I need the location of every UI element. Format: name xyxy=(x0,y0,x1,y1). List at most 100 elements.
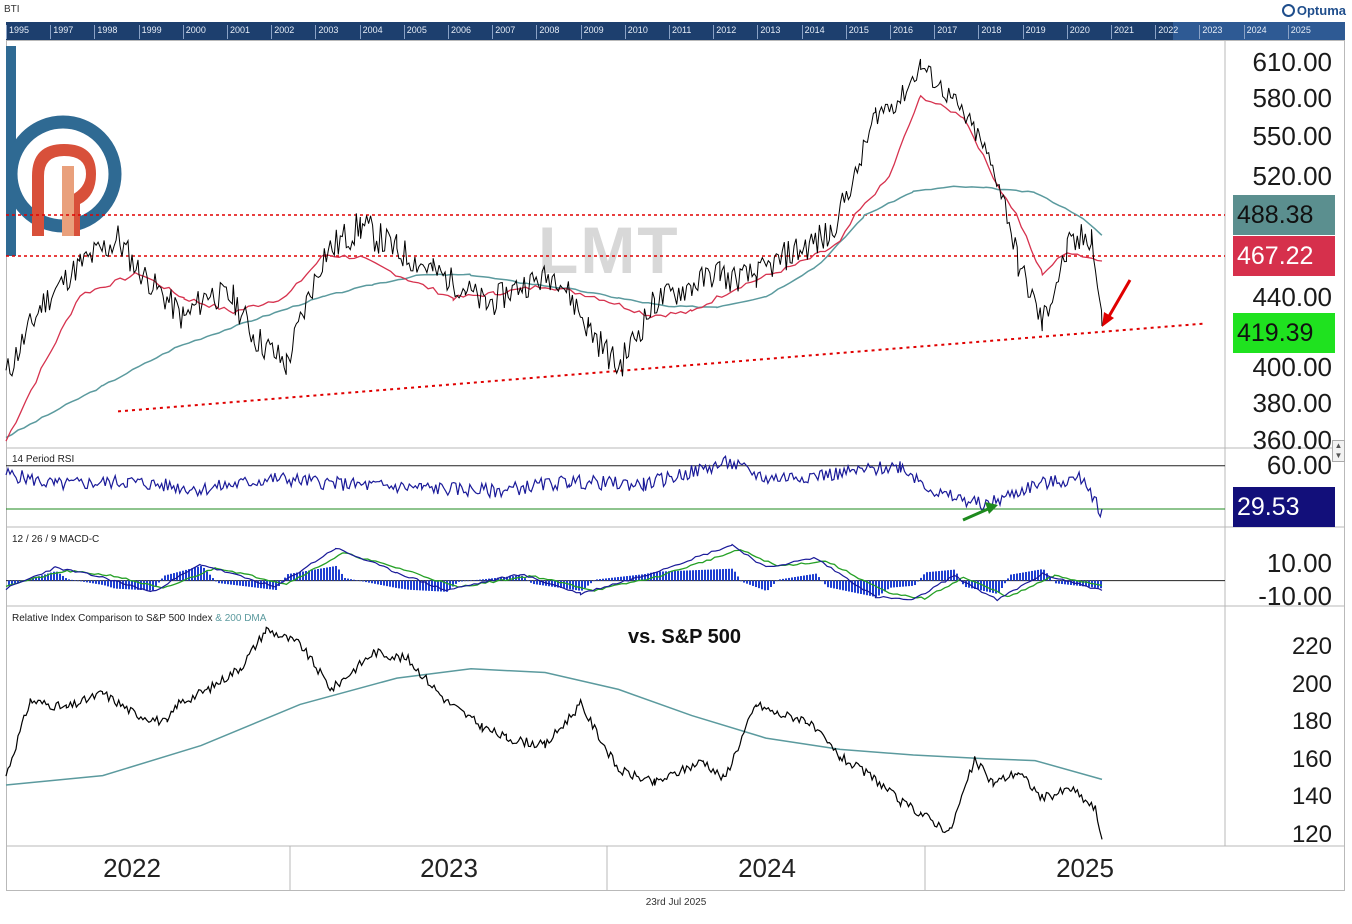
macd-histogram-bar xyxy=(395,580,397,588)
macd-histogram-bar xyxy=(473,580,475,581)
relative-axis-tick: 140 xyxy=(1291,783,1332,811)
macd-histogram-bar xyxy=(155,580,157,587)
macd-histogram-bar xyxy=(788,577,790,581)
macd-histogram-bar xyxy=(95,580,97,584)
macd-histogram-bar xyxy=(887,580,889,590)
macd-histogram-bar xyxy=(272,580,274,590)
macd-histogram-bar xyxy=(350,579,352,581)
macd-histogram-bar xyxy=(212,578,214,581)
macd-histogram-bar xyxy=(830,580,832,588)
macd-histogram-bar xyxy=(377,580,379,585)
macd-histogram-bar xyxy=(536,580,538,585)
overview-timeline[interactable]: 1995 1997 1998 1999 2000 2001 2002 2003 2004 2005… xyxy=(6,22,1345,40)
macd-histogram-bar xyxy=(38,576,40,581)
x-axis-year-label: 2024 xyxy=(738,853,796,883)
macd-histogram-bar xyxy=(998,580,1000,593)
macd-histogram-bar xyxy=(167,574,169,581)
sma-fast-line xyxy=(5,94,1103,442)
symbol-label: BTI xyxy=(4,4,20,15)
macd-panel-title: 12 / 26 / 9 MACD-C xyxy=(12,534,100,545)
macd-histogram-bar xyxy=(851,580,853,593)
macd-histogram-bar xyxy=(341,573,343,581)
macd-histogram-bar xyxy=(281,580,283,582)
macd-histogram-bar xyxy=(896,580,898,588)
overview-year-label: 2013 xyxy=(757,25,780,39)
macd-histogram-bar xyxy=(1022,572,1024,581)
x-axis-year-label: 2025 xyxy=(1056,853,1114,883)
macd-histogram-bar xyxy=(323,567,325,581)
macd-histogram-bar xyxy=(353,579,355,581)
macd-histogram-bar xyxy=(644,574,646,581)
panel-dividers xyxy=(6,40,1345,891)
relative-dma-line xyxy=(5,668,1103,786)
macd-histogram-bar xyxy=(743,580,745,583)
macd-histogram-bar xyxy=(1049,576,1051,581)
macd-histogram-bar xyxy=(617,577,619,581)
macd-histogram-bar xyxy=(209,574,211,581)
macd-histogram-bar xyxy=(647,573,649,581)
macd-histogram-bar xyxy=(602,578,604,581)
macd-histogram-bar xyxy=(308,570,310,581)
macd-histogram-bar xyxy=(716,569,718,581)
macd-histogram-bar xyxy=(713,569,715,581)
macd-histogram-bar xyxy=(872,580,874,597)
macd-histogram-bar xyxy=(812,574,814,581)
macd-histogram-bar xyxy=(497,577,499,581)
relative-panel-title: Relative Index Comparison to S&P 500 Ind… xyxy=(12,613,266,624)
macd-histogram-bar xyxy=(326,567,328,581)
macd-histogram-bar xyxy=(62,575,64,581)
macd-histogram-bar xyxy=(629,575,631,581)
macd-histogram-bar xyxy=(140,580,142,590)
relative-axis-tick: 220 xyxy=(1291,633,1332,661)
macd-histogram-bar xyxy=(650,572,652,581)
macd-histogram-bar xyxy=(884,580,886,592)
macd-histogram-bar xyxy=(230,580,232,585)
overview-year-label: 2017 xyxy=(934,25,957,39)
trendline xyxy=(117,322,1206,413)
macd-histogram-bar xyxy=(374,580,376,584)
macd-histogram-bar xyxy=(440,580,442,592)
macd-histogram-bar xyxy=(845,580,847,591)
chart-date: 23rd Jul 2025 xyxy=(645,897,707,908)
macd-histogram-bar xyxy=(206,571,208,581)
macd-histogram-bar xyxy=(755,580,757,588)
macd-histogram-bar xyxy=(782,578,784,581)
macd-histogram-bar xyxy=(668,571,670,581)
rsi-line xyxy=(5,455,1103,519)
macd-histogram-bar xyxy=(476,579,478,581)
macd-histogram-bar xyxy=(392,580,394,588)
macd-histogram-bar xyxy=(1013,574,1015,581)
macd-histogram-bar xyxy=(74,580,76,581)
macd-histogram-bar xyxy=(752,580,754,586)
macd-histogram-bar xyxy=(452,580,454,587)
macd-histogram-bar xyxy=(101,580,103,585)
macd-histogram-bar xyxy=(791,577,793,581)
panel-scroll-button[interactable]: ▲ ▼ xyxy=(1332,440,1345,462)
overview-year-label: 2016 xyxy=(890,25,913,39)
price-panel xyxy=(5,58,1225,442)
rsi-axis-tick: 60.00 xyxy=(1266,449,1332,480)
rsi-panel xyxy=(5,455,1225,519)
macd-histogram-bar xyxy=(527,580,529,581)
macd-histogram-bar xyxy=(710,569,712,581)
macd-histogram-bar xyxy=(575,580,577,591)
macd-histogram-bar xyxy=(584,580,586,589)
macd-histogram-bar xyxy=(605,578,607,581)
macd-histogram-bar xyxy=(683,570,685,581)
overview-year-label: 1997 xyxy=(50,25,73,39)
relative-panel xyxy=(5,626,1103,840)
macd-histogram-bar xyxy=(92,580,94,584)
price-axis-tick: 400.00 xyxy=(1252,351,1332,382)
overview-year-label: 2022 xyxy=(1155,25,1178,39)
macd-histogram-bar xyxy=(398,580,400,589)
macd-histogram-bar xyxy=(890,580,892,588)
macd-histogram-bar xyxy=(920,577,922,581)
macd-histogram-bar xyxy=(623,576,625,581)
macd-histogram-bar xyxy=(68,579,70,581)
macd-histogram-bar xyxy=(1031,570,1033,581)
overview-year-label: 2006 xyxy=(448,25,471,39)
macd-histogram-bar xyxy=(551,580,553,587)
macd-histogram-bar xyxy=(539,580,541,585)
macd-histogram-bar xyxy=(821,580,823,582)
relative-line xyxy=(5,626,1103,840)
